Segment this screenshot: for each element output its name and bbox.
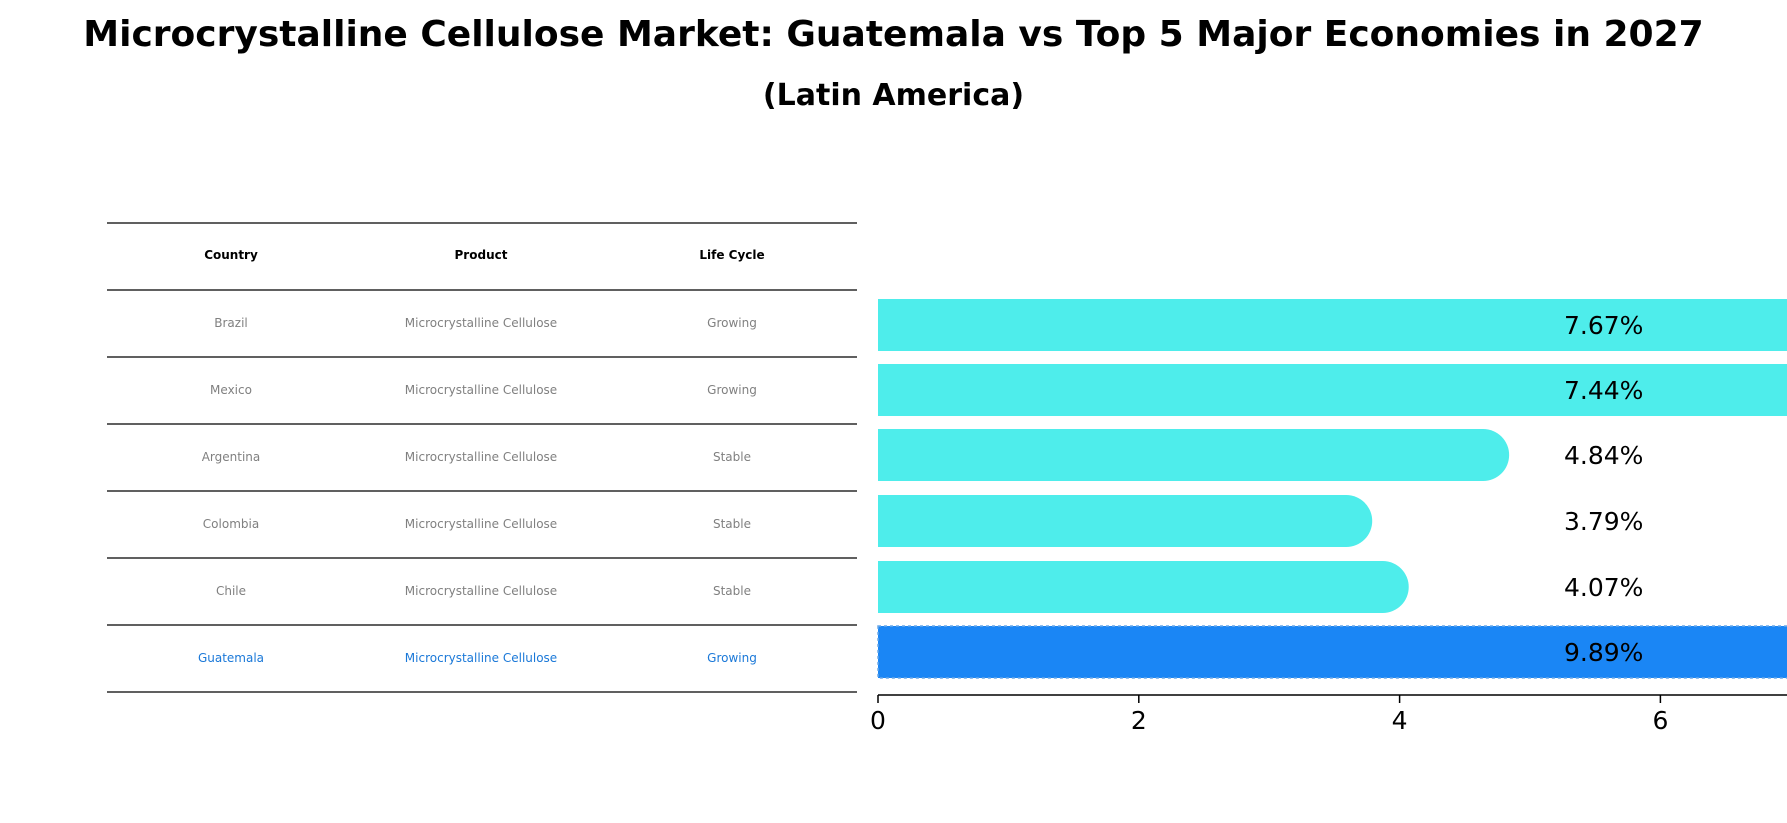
table-cell: Guatemala xyxy=(198,651,264,665)
table-cell: Chile xyxy=(216,584,246,598)
table-cell: Mexico xyxy=(210,383,252,397)
data-label: 9.89% xyxy=(1564,638,1643,667)
data-label: 4.84% xyxy=(1564,441,1643,470)
table-cell: Brazil xyxy=(214,316,248,330)
table-cell: Growing xyxy=(707,651,757,665)
bar-chile xyxy=(878,561,1409,613)
table-cell: Growing xyxy=(707,316,757,330)
table-cell: Argentina xyxy=(202,450,261,464)
bar-mexico xyxy=(878,364,1787,416)
x-tick-label: 4 xyxy=(1392,706,1408,735)
x-tick-label: 0 xyxy=(870,706,886,735)
table-cell: Microcrystalline Cellulose xyxy=(405,450,557,464)
bar-guatemala xyxy=(877,625,1787,679)
table-cell: Microcrystalline Cellulose xyxy=(405,316,557,330)
table-cell: Stable xyxy=(713,517,751,531)
table-cell: Stable xyxy=(713,584,751,598)
table-cell: Microcrystalline Cellulose xyxy=(405,651,557,665)
table-cell: Growing xyxy=(707,383,757,397)
bar-colombia xyxy=(878,495,1373,547)
bar-argentina xyxy=(878,429,1510,481)
table-header-1: Product xyxy=(455,248,508,262)
x-tick-label: 6 xyxy=(1652,706,1668,735)
table-cell: Microcrystalline Cellulose xyxy=(405,517,557,531)
data-label: 3.79% xyxy=(1564,507,1643,536)
table-cell: Microcrystalline Cellulose xyxy=(405,584,557,598)
data-label: 4.07% xyxy=(1564,573,1643,602)
data-label: 7.67% xyxy=(1564,311,1643,340)
table-cell: Microcrystalline Cellulose xyxy=(405,383,557,397)
table-cell: Stable xyxy=(713,450,751,464)
x-tick-label: 2 xyxy=(1131,706,1147,735)
chart-subtitle: (Latin America) xyxy=(762,78,1025,113)
data-label: 7.44% xyxy=(1564,376,1643,405)
table-header-2: Life Cycle xyxy=(699,248,764,262)
table-cell: Colombia xyxy=(203,517,259,531)
chart-title: Microcrystalline Cellulose Market: Guate… xyxy=(83,14,1704,55)
table-header-0: Country xyxy=(204,248,258,262)
bar-brazil xyxy=(878,299,1787,351)
